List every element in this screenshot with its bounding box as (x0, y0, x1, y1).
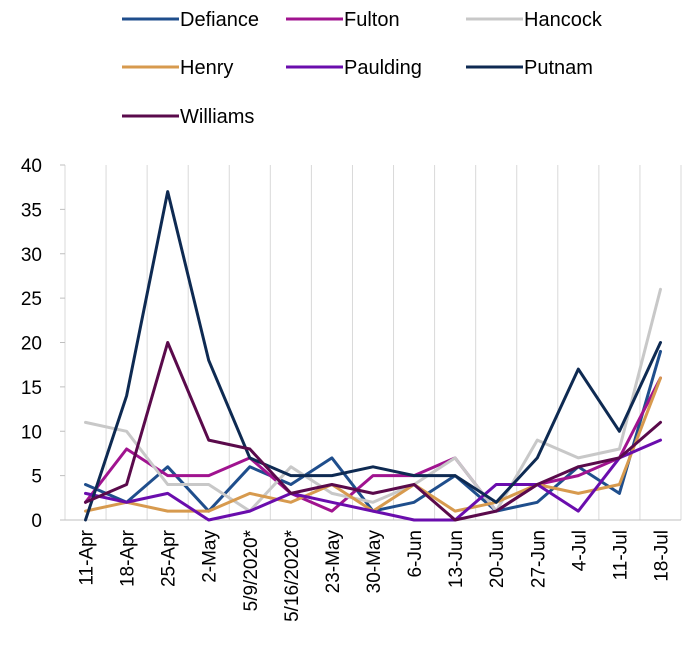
x-tick-label: 18-Jul (651, 530, 672, 582)
x-tick-label: 13-Jun (446, 530, 467, 588)
x-tick-label: 25-Apr (159, 529, 180, 587)
series-line-paulding (84, 438, 662, 522)
legend-item-fulton: Fulton (286, 9, 400, 31)
x-tick-label: 5/9/2020* (241, 529, 262, 611)
y-tick-label: 5 (31, 467, 42, 488)
y-tick-label: 10 (21, 422, 42, 443)
x-tick-label: 5/16/2020* (282, 529, 303, 622)
legend-item-paulding: Paulding (286, 57, 422, 79)
legend-label: Williams (180, 106, 254, 128)
series-line-putnam (84, 190, 662, 522)
legend-item-hancock: Hancock (466, 9, 603, 31)
x-tick-label: 18-Apr (118, 529, 139, 587)
x-tick-label: 27-Jun (528, 530, 549, 588)
legend-label: Putnam (524, 57, 593, 79)
y-tick-label: 25 (21, 289, 42, 310)
y-axis: 0 5 10 15 20 25 30 35 40 (21, 156, 65, 532)
x-tick-label: 23-May (323, 530, 344, 594)
x-tick-label: 30-May (364, 530, 385, 594)
y-tick-label: 0 (31, 511, 42, 532)
y-tick-label: 20 (21, 334, 42, 355)
x-tick-label: 11-Apr (77, 529, 98, 585)
y-tick-label: 35 (21, 200, 42, 221)
x-axis: 11-Apr 18-Apr 25-Apr 2-May 5/9/2020* 5/16/202… (65, 519, 681, 622)
legend-item-defiance: Defiance (122, 9, 259, 31)
series-line-fulton (84, 376, 662, 513)
x-tick-label: 4-Jul (569, 530, 590, 571)
legend-label: Henry (180, 57, 233, 79)
x-tick-label: 11-Jul (610, 530, 631, 580)
series-line-hancock (84, 287, 662, 513)
x-tick-label: 2-May (200, 530, 221, 583)
legend-label: Paulding (344, 57, 422, 79)
y-tick-label: 40 (21, 156, 42, 177)
series-lines (84, 190, 662, 522)
legend-label: Defiance (180, 9, 259, 31)
legend-item-henry: Henry (122, 57, 233, 79)
x-tick-label: 20-Jun (487, 530, 508, 588)
series-line-henry (84, 376, 662, 513)
legend-item-williams: Williams (122, 106, 254, 128)
series-line-williams (84, 341, 662, 522)
x-tick-label: 6-Jun (405, 530, 426, 578)
legend-label: Fulton (344, 9, 400, 31)
legend-item-putnam: Putnam (466, 57, 593, 79)
legend-label: Hancock (524, 9, 603, 31)
y-tick-label: 30 (21, 245, 42, 266)
legend: Defiance Fulton Hancock Henry Paulding Putnam… (122, 9, 603, 128)
y-tick-label: 15 (21, 378, 42, 399)
